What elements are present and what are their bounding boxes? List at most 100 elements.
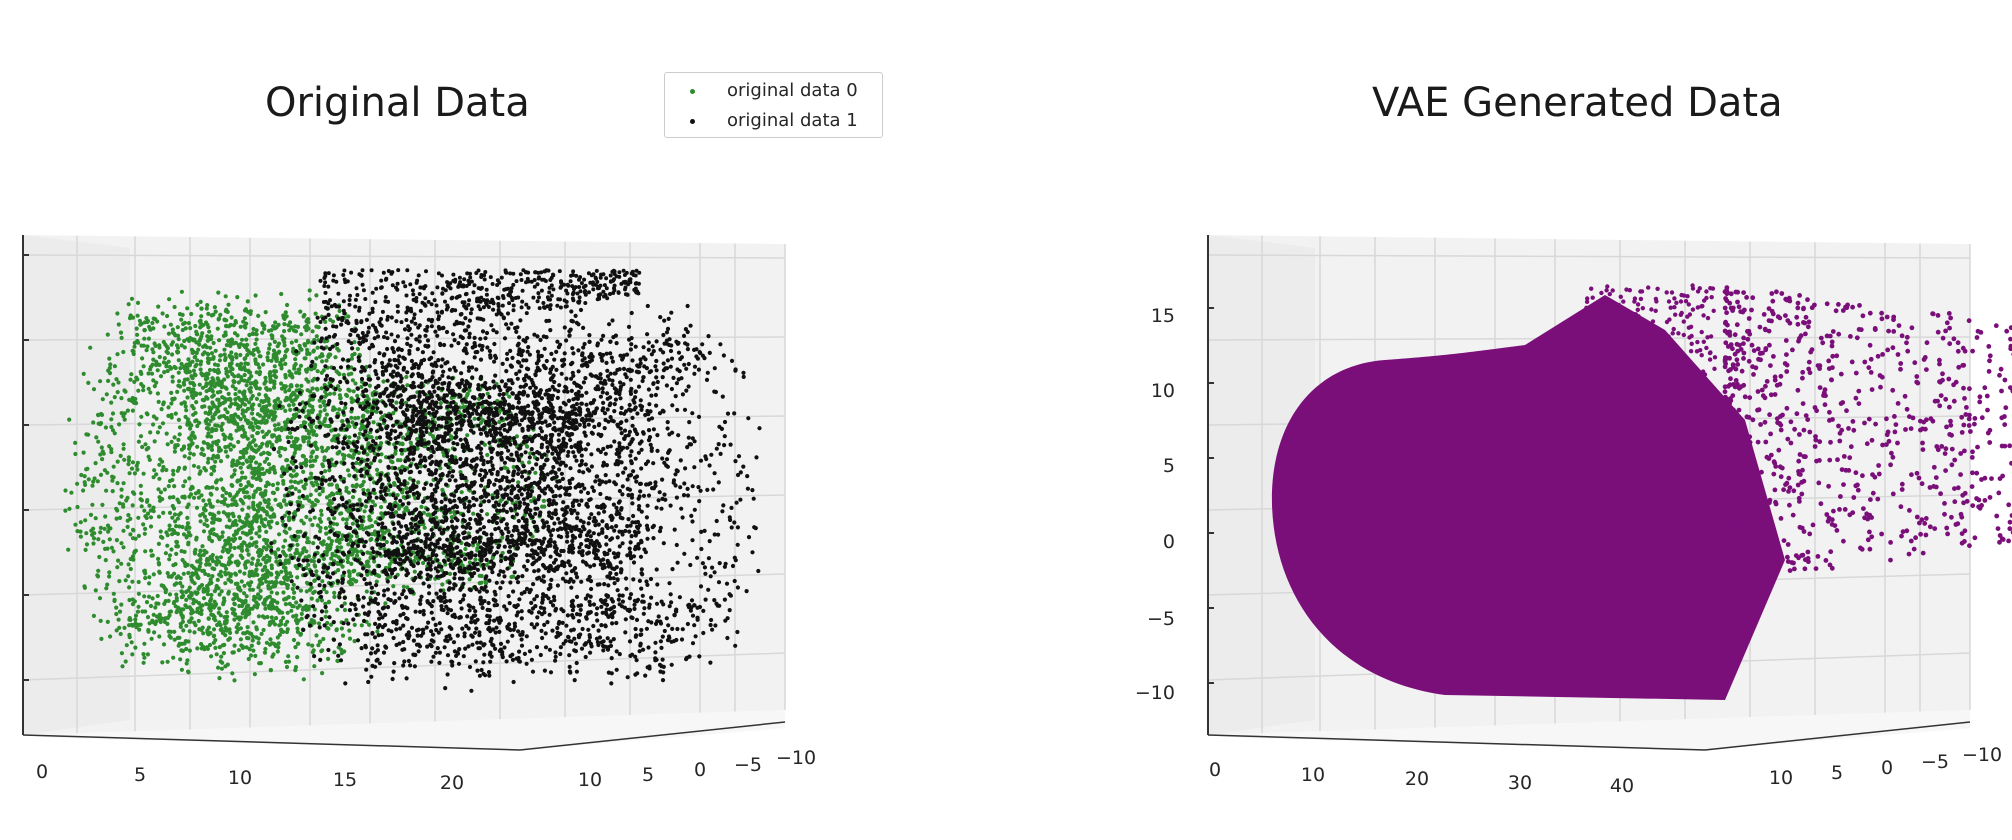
series-original-data-1-point — [493, 630, 498, 635]
series-original-data-0-inner-point — [257, 505, 262, 510]
series-original-data-0-point — [278, 453, 283, 458]
series-original-data-0-inner-point — [365, 572, 370, 577]
series-original-data-0-point — [165, 571, 170, 576]
series-original-data-0-inner-point — [393, 448, 398, 453]
series-original-data-0-inner-point — [266, 397, 271, 402]
series-original-data-0-point — [135, 609, 141, 614]
series-original-data-0-point — [141, 384, 146, 389]
series-original-data-0-inner-point — [198, 557, 203, 562]
series-original-data-0-point — [180, 590, 185, 595]
series-original-data-0-point — [315, 598, 320, 603]
series-original-data-0-point — [244, 635, 250, 641]
series-original-data-0-point — [183, 603, 188, 608]
series-original-data-0-inner-point — [266, 429, 271, 434]
series-original-data-0-point — [223, 449, 228, 454]
series-original-data-0-point — [110, 411, 116, 416]
series-original-data-0-inner-point — [282, 551, 287, 557]
series-original-data-0-point — [138, 322, 143, 327]
series-original-data-0-inner-point — [507, 394, 512, 399]
series-original-data-1-point — [399, 524, 404, 529]
series-original-data-0-point — [362, 509, 367, 514]
series-original-data-1-point — [465, 614, 470, 619]
series-original-data-0-point — [190, 381, 196, 386]
series-original-data-0-point — [184, 597, 189, 603]
series-original-data-1-point — [421, 612, 426, 617]
series-original-data-1-point — [682, 407, 688, 412]
series-original-data-0-point — [125, 408, 130, 413]
legend-label-1: original data 1 — [727, 110, 858, 131]
series-original-data-0-point — [224, 610, 229, 615]
series-original-data-0-point — [335, 607, 340, 612]
series-original-data-1-point — [331, 366, 336, 371]
series-original-data-0-inner-point — [202, 506, 207, 511]
series-original-data-0-point — [102, 468, 107, 473]
series-original-data-0-point — [127, 316, 133, 321]
series-original-data-0-point — [185, 395, 190, 400]
series-original-data-0-point — [194, 599, 199, 604]
series-original-data-0-point — [219, 654, 224, 659]
series-original-data-0-inner-point — [287, 516, 292, 521]
series-original-data-0-point — [278, 619, 284, 624]
series-original-data-0-point — [186, 321, 191, 326]
series-original-data-0-point — [230, 650, 235, 655]
left-xtick-1: 5 — [134, 764, 146, 786]
series-original-data-1-point — [567, 653, 572, 658]
series-original-data-1-point — [703, 571, 708, 576]
series-original-data-0-point — [332, 590, 337, 596]
series-original-data-0-point — [283, 310, 288, 315]
series-original-data-0-inner-point — [398, 458, 403, 463]
series-original-data-0-point — [247, 455, 252, 460]
series-original-data-0-point — [264, 579, 269, 584]
series-original-data-0-point — [156, 399, 161, 404]
series-original-data-0-point — [135, 332, 140, 337]
series-original-data-1-point — [510, 633, 515, 638]
series-original-data-1-point — [741, 374, 746, 379]
series-original-data-1-point — [644, 626, 650, 631]
series-original-data-1-point — [706, 587, 711, 592]
series-original-data-0-inner-point — [452, 509, 457, 514]
series-original-data-0-point — [221, 596, 227, 601]
series-original-data-0-inner-point — [188, 451, 193, 456]
series-original-data-0-point — [150, 320, 155, 326]
series-original-data-0-inner-point — [277, 446, 282, 451]
series-original-data-0-point — [277, 610, 282, 615]
series-original-data-0-inner-point — [293, 551, 298, 556]
series-original-data-0-point — [180, 524, 185, 530]
series-original-data-0-point — [139, 491, 144, 496]
series-original-data-0-inner-point — [217, 401, 222, 406]
series-original-data-0-point — [216, 665, 221, 670]
series-original-data-1-point — [547, 318, 552, 323]
series-original-data-0-point — [310, 643, 315, 648]
series-original-data-0-inner-point — [438, 401, 443, 406]
series-original-data-1-point — [277, 554, 283, 559]
series-original-data-0-point — [304, 323, 309, 328]
series-original-data-0-inner-point — [243, 409, 248, 414]
series-original-data-0-inner-point — [158, 457, 163, 462]
series-original-data-0-point — [215, 577, 220, 583]
series-original-data-0-point — [194, 505, 200, 510]
series-original-data-0-point — [123, 578, 128, 583]
series-original-data-0-point — [207, 329, 212, 334]
series-original-data-1-point — [296, 503, 301, 508]
series-original-data-0-inner-point — [273, 552, 278, 557]
series-original-data-0-point — [329, 539, 334, 544]
series-original-data-0-point — [230, 367, 235, 372]
series-original-data-0-point — [220, 530, 225, 535]
series-original-data-0-inner-point — [361, 515, 366, 520]
series-original-data-0-inner-point — [261, 523, 266, 528]
series-original-data-0-point — [118, 330, 124, 335]
series-original-data-0-point — [352, 639, 357, 644]
series-original-data-1-point — [389, 571, 395, 576]
series-original-data-0-inner-point — [439, 568, 444, 573]
series-original-data-0-point — [261, 545, 266, 550]
series-original-data-0-inner-point — [284, 397, 290, 402]
series-original-data-0-inner-point — [201, 529, 207, 534]
series-original-data-1-point — [424, 625, 429, 630]
series-original-data-1-point — [499, 466, 504, 471]
series-original-data-0-point — [241, 319, 246, 324]
series-original-data-0-point — [250, 569, 255, 574]
series-original-data-0-point — [206, 456, 211, 461]
series-original-data-0-inner-point — [329, 556, 334, 561]
series-original-data-0-point — [267, 622, 272, 628]
series-original-data-0-inner-point — [231, 458, 236, 463]
